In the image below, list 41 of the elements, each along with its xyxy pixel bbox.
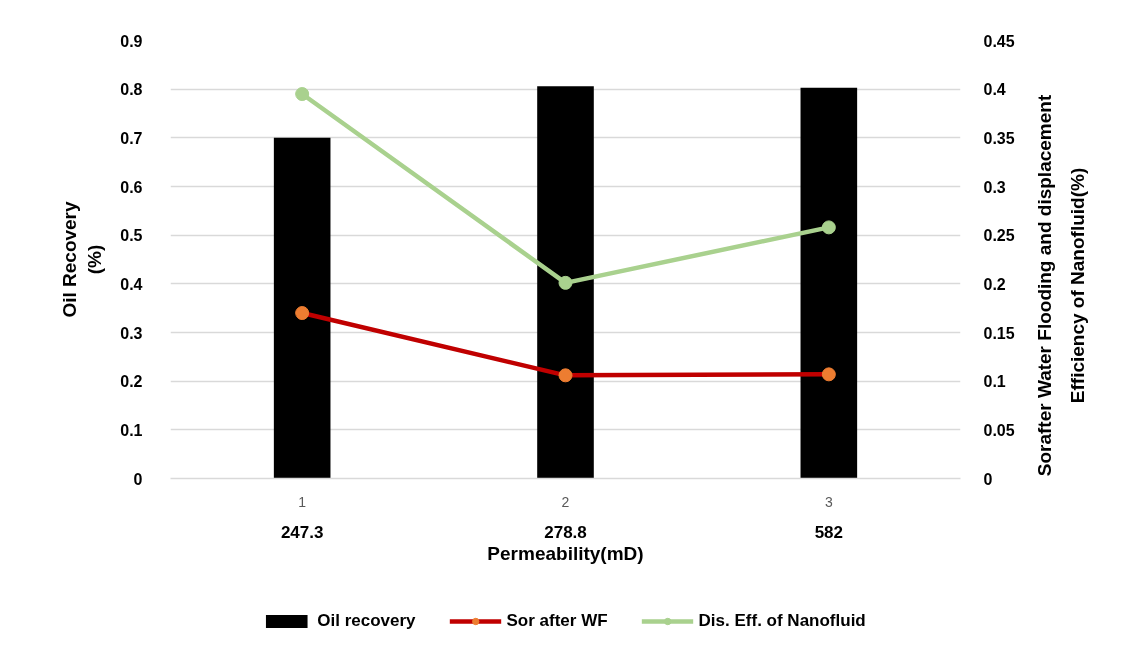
bar — [800, 87, 858, 479]
point — [295, 306, 310, 321]
y-axis-title: Oil Recovery (%) — [59, 200, 106, 318]
y2-tick-label: 0.25 — [983, 227, 1015, 245]
x-tick-label: 247.3 — [280, 522, 324, 542]
text: 1 — [298, 493, 307, 510]
y2-tick-label: 0 — [983, 470, 993, 488]
y-tick-label: 0.7 — [120, 129, 143, 147]
point — [558, 368, 573, 383]
y2-tick-label: 0.15 — [983, 324, 1015, 342]
y2-tick-label: 0.4 — [983, 81, 1006, 99]
y2-axis-title: Sorafter Water Flooding and displacement Efficiency of Nanofluid(%) — [1033, 94, 1088, 477]
x-tick-label: 278.8 — [544, 522, 587, 542]
point — [558, 275, 573, 290]
text: 3 — [824, 493, 833, 510]
y-tick-label: 0.3 — [120, 324, 143, 342]
y-tick-label: 0.9 — [120, 32, 143, 50]
y2-tick-label: 0.05 — [983, 421, 1015, 439]
y2-tick-label: 0.3 — [983, 178, 1006, 196]
y2-tick-label: 0.45 — [983, 32, 1015, 50]
x-tick-label: 582 — [814, 522, 844, 542]
y-tick-label: 0.1 — [120, 421, 143, 439]
legend-label: Dis. Eff. of Nanofluid — [698, 611, 866, 631]
y2-tick-label: 0.2 — [983, 275, 1006, 293]
text: 2 — [561, 493, 570, 510]
y-tick-label: 0.8 — [120, 81, 143, 99]
y-tick-label: 0.5 — [120, 227, 143, 245]
y2-tick-label: 0.1 — [983, 373, 1006, 391]
y-tick-label: 0.2 — [120, 373, 143, 391]
bar — [537, 86, 594, 479]
y-tick-label: 0.6 — [120, 178, 143, 196]
legend-label: Sor after WF — [506, 611, 608, 631]
point — [295, 87, 310, 102]
bar — [273, 137, 331, 479]
x-axis-title: Permeability(mD) — [487, 542, 644, 564]
y-tick-label: 0.4 — [120, 275, 143, 293]
y-tick-label: 0 — [133, 470, 143, 488]
point — [821, 220, 836, 235]
point — [821, 367, 836, 382]
legend-label: Oil recovery — [317, 611, 416, 631]
y2-tick-label: 0.35 — [983, 129, 1015, 147]
